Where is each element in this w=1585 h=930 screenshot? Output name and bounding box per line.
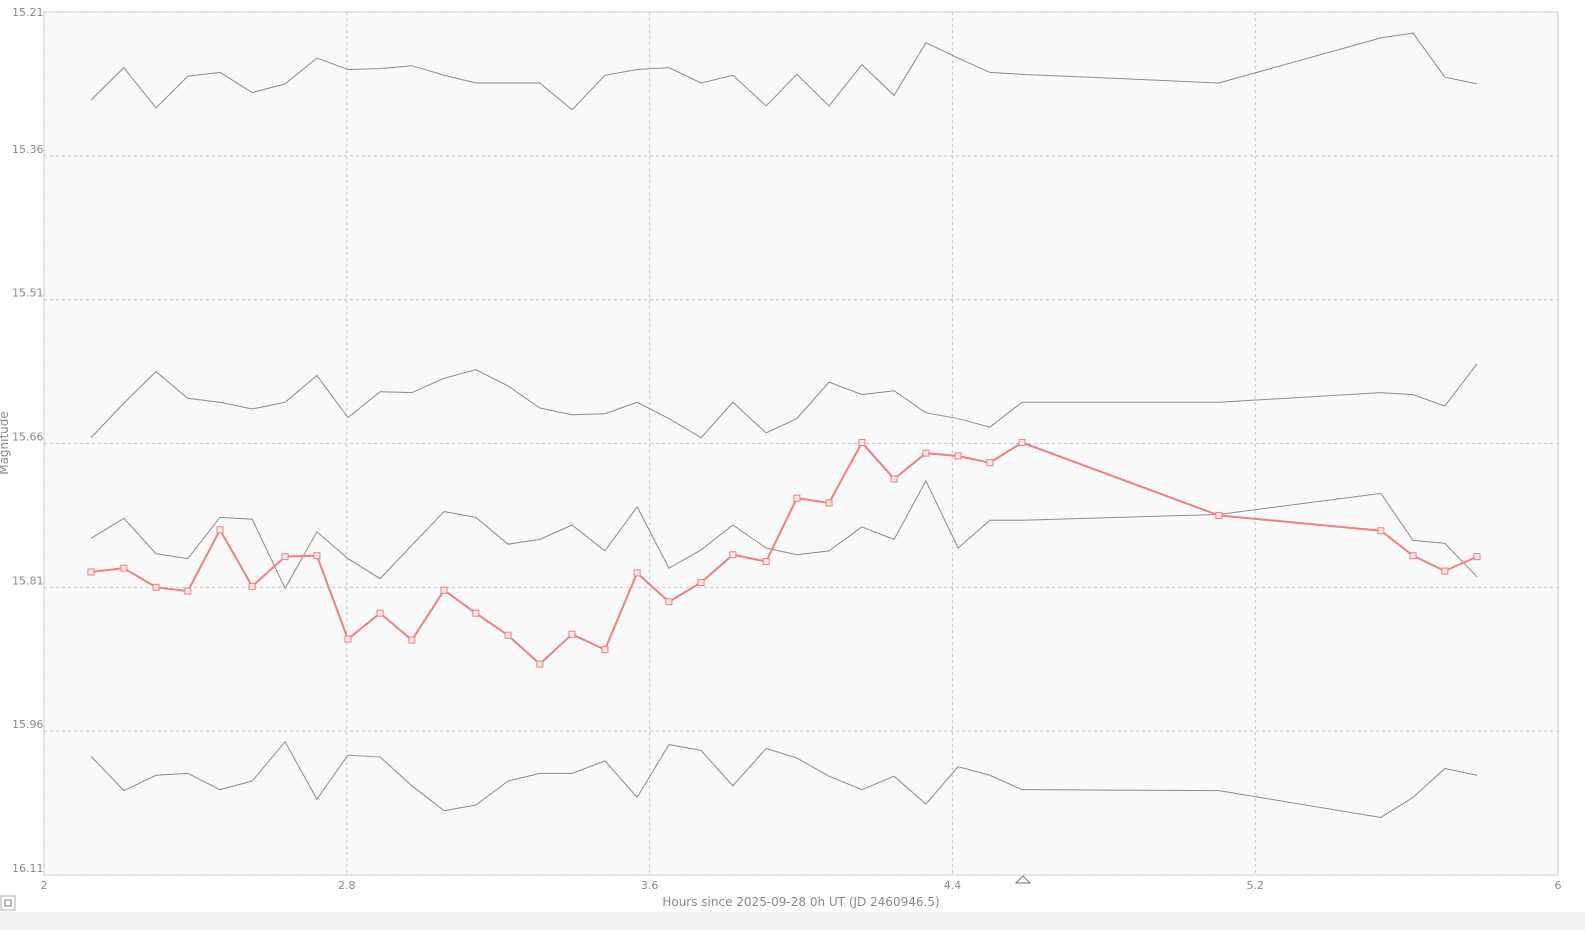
y-tick-label: 15.51: [12, 287, 44, 300]
y-tick-label: 15.66: [12, 431, 44, 444]
point-marker: [536, 660, 544, 668]
point-marker: [1018, 439, 1026, 447]
point-marker: [697, 579, 705, 587]
x-tick-label: 5.2: [1246, 879, 1264, 892]
point-marker: [281, 553, 289, 561]
x-tick-label: 2.8: [338, 879, 356, 892]
point-marker: [729, 551, 737, 559]
point-marker: [344, 635, 352, 643]
point-marker: [601, 646, 609, 654]
point-marker: [793, 494, 801, 502]
corner-button[interactable]: [0, 895, 16, 911]
point-marker: [954, 452, 962, 460]
point-marker: [858, 439, 866, 447]
point-marker: [568, 630, 576, 638]
point-marker: [87, 568, 95, 576]
x-axis-title: Hours since 2025-09-28 0h UT (JD 2460946…: [662, 895, 939, 909]
point-marker: [825, 499, 833, 507]
point-marker: [762, 557, 770, 565]
point-marker: [120, 564, 128, 572]
series-line: [90, 32, 1478, 111]
series-line: [90, 740, 1478, 818]
point-marker: [1377, 527, 1385, 535]
point-marker: [986, 459, 994, 467]
y-axis-title: Magnitude: [0, 411, 11, 475]
point-marker: [248, 582, 256, 590]
point-marker: [152, 583, 160, 591]
point-marker: [890, 475, 898, 483]
x-tick-label: 4.4: [944, 879, 962, 892]
point-marker: [665, 598, 673, 606]
point-marker: [408, 636, 416, 644]
corner-icon: [4, 899, 12, 907]
series-line: [90, 363, 1478, 439]
y-tick-label: 15.81: [12, 574, 44, 587]
point-marker: [922, 449, 930, 457]
y-tick-label: 15.36: [12, 143, 44, 156]
point-marker: [1409, 552, 1417, 560]
y-tick-label: 16.11: [12, 862, 44, 875]
point-marker: [184, 587, 192, 595]
x-tick-label: 6: [1555, 879, 1562, 892]
point-marker: [472, 609, 480, 617]
point-marker: [313, 552, 321, 560]
x-tick-label: 2: [41, 879, 48, 892]
x-tick-label: 3.6: [641, 879, 659, 892]
point-marker: [1215, 511, 1223, 519]
point-marker: [1473, 553, 1481, 561]
point-marker: [376, 609, 384, 617]
point-marker: [440, 586, 448, 594]
status-bar: [0, 912, 1585, 930]
y-tick-label: 15.21: [12, 6, 44, 19]
y-tick-label: 15.96: [12, 718, 44, 731]
point-marker: [1441, 567, 1449, 575]
point-marker: [216, 526, 224, 534]
time-marker: [1014, 875, 1032, 884]
point-marker: [633, 569, 641, 577]
point-marker: [504, 631, 512, 639]
